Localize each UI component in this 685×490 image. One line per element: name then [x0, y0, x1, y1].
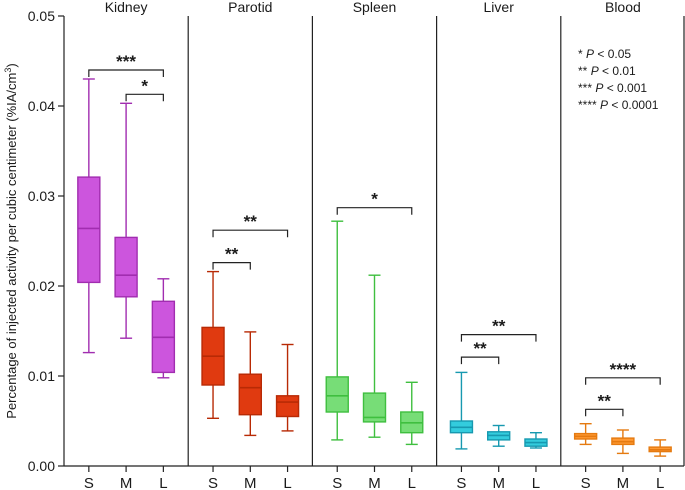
significance-group: ******************* — [88, 52, 661, 417]
sig-kidney-0-bracket — [88, 69, 164, 77]
legend-p: P — [586, 47, 594, 61]
legend-stars: ** — [578, 64, 591, 78]
legend-threshold: < 0.01 — [599, 64, 636, 78]
x-tick-label-M: M — [617, 475, 630, 490]
sig-parotid-1-label: ** — [225, 245, 239, 264]
panel-title-spleen: Spleen — [353, 0, 397, 15]
legend-p: P — [600, 98, 608, 112]
legend-threshold: < 0.05 — [594, 47, 631, 61]
panel-title-parotid: Parotid — [228, 0, 272, 15]
x-tick-label-M: M — [368, 475, 381, 490]
x-tick-label-L: L — [656, 475, 664, 490]
legend-threshold: < 0.001 — [603, 81, 647, 95]
x-tick-label-S: S — [332, 475, 342, 490]
x-tick-label-M: M — [120, 475, 133, 490]
sig-blood-1-label: ** — [598, 391, 612, 410]
legend-p: P — [595, 81, 603, 95]
x-tick-label-L: L — [283, 475, 291, 490]
sig-liver-0-bracket — [460, 334, 537, 342]
legend-p: P — [591, 64, 599, 78]
sig-liver-1-label: ** — [473, 339, 487, 358]
panel-title-liver: Liver — [484, 0, 515, 15]
sig-liver-1-bracket — [460, 356, 500, 365]
x-tick-label-L: L — [532, 475, 540, 490]
x-tick-label-L: L — [408, 475, 416, 490]
y-tick-label: 0.00 — [28, 458, 55, 474]
legend-stars: *** — [578, 81, 595, 95]
sig-parotid-0-label: ** — [244, 212, 258, 231]
y-axis-title-superscript: 3 — [3, 68, 13, 73]
sig-spleen-0-bracket — [336, 207, 413, 215]
panel-title-blood: Blood — [605, 0, 641, 15]
y-tick-label: 0.05 — [28, 8, 55, 24]
sig-blood-0-bracket — [585, 377, 661, 385]
sig-spleen-0-label: * — [371, 190, 378, 209]
x-tick-label-S: S — [84, 475, 94, 490]
sig-kidney-0-label: *** — [116, 52, 136, 71]
y-tick-label: 0.04 — [28, 98, 55, 114]
x-tick-label-S: S — [208, 475, 218, 490]
legend-entry: * P < 0.05 — [578, 47, 631, 61]
x-tick-label-S: S — [581, 475, 591, 490]
x-tick-label-S: S — [456, 475, 466, 490]
legend-entry: ** P < 0.01 — [578, 64, 636, 78]
box-spleen-M-iqr — [362, 392, 387, 423]
sig-parotid-0-bracket — [212, 229, 289, 238]
boxes-group — [77, 78, 672, 457]
sig-blood-1-bracket — [585, 408, 624, 417]
y-axis-title-end: ) — [4, 63, 19, 67]
significance-legend: * P < 0.05** P < 0.01*** P < 0.001**** P… — [578, 47, 659, 112]
y-axis-title-main: Percentage of injected activity per cubi… — [4, 73, 19, 419]
legend-stars: **** — [578, 98, 600, 112]
legend-threshold: < 0.0001 — [608, 98, 659, 112]
x-tick-label-M: M — [244, 475, 257, 490]
y-axis-title: Percentage of injected activity per cubi… — [3, 63, 19, 418]
sig-liver-0-label: ** — [492, 317, 506, 336]
sig-kidney-1-bracket — [125, 93, 164, 102]
y-tick-label: 0.02 — [28, 278, 55, 294]
box-parotid-M-iqr — [238, 373, 263, 416]
legend-entry: *** P < 0.001 — [578, 81, 647, 95]
legend-stars: * — [578, 47, 586, 61]
legend-entry: **** P < 0.0001 — [578, 98, 659, 112]
box-kidney-M-iqr — [114, 236, 138, 298]
y-tick-label: 0.03 — [28, 188, 55, 204]
x-tick-label-L: L — [159, 475, 167, 490]
x-tick-label-M: M — [492, 475, 505, 490]
sig-kidney-1-label: * — [141, 76, 148, 95]
box-kidney-S-iqr — [77, 176, 101, 284]
box-spleen-S-iqr — [325, 376, 349, 413]
y-tick-label: 0.01 — [28, 368, 55, 384]
axes-group: 0.00 0.01 0.02 0.03 0.04 0.05 Percentage of in… — [3, 0, 685, 490]
box-parotid-L-iqr — [275, 395, 300, 418]
sig-parotid-1-bracket — [212, 262, 251, 270]
panel-title-kidney: Kidney — [105, 0, 148, 15]
sig-blood-0-label: **** — [610, 360, 637, 379]
